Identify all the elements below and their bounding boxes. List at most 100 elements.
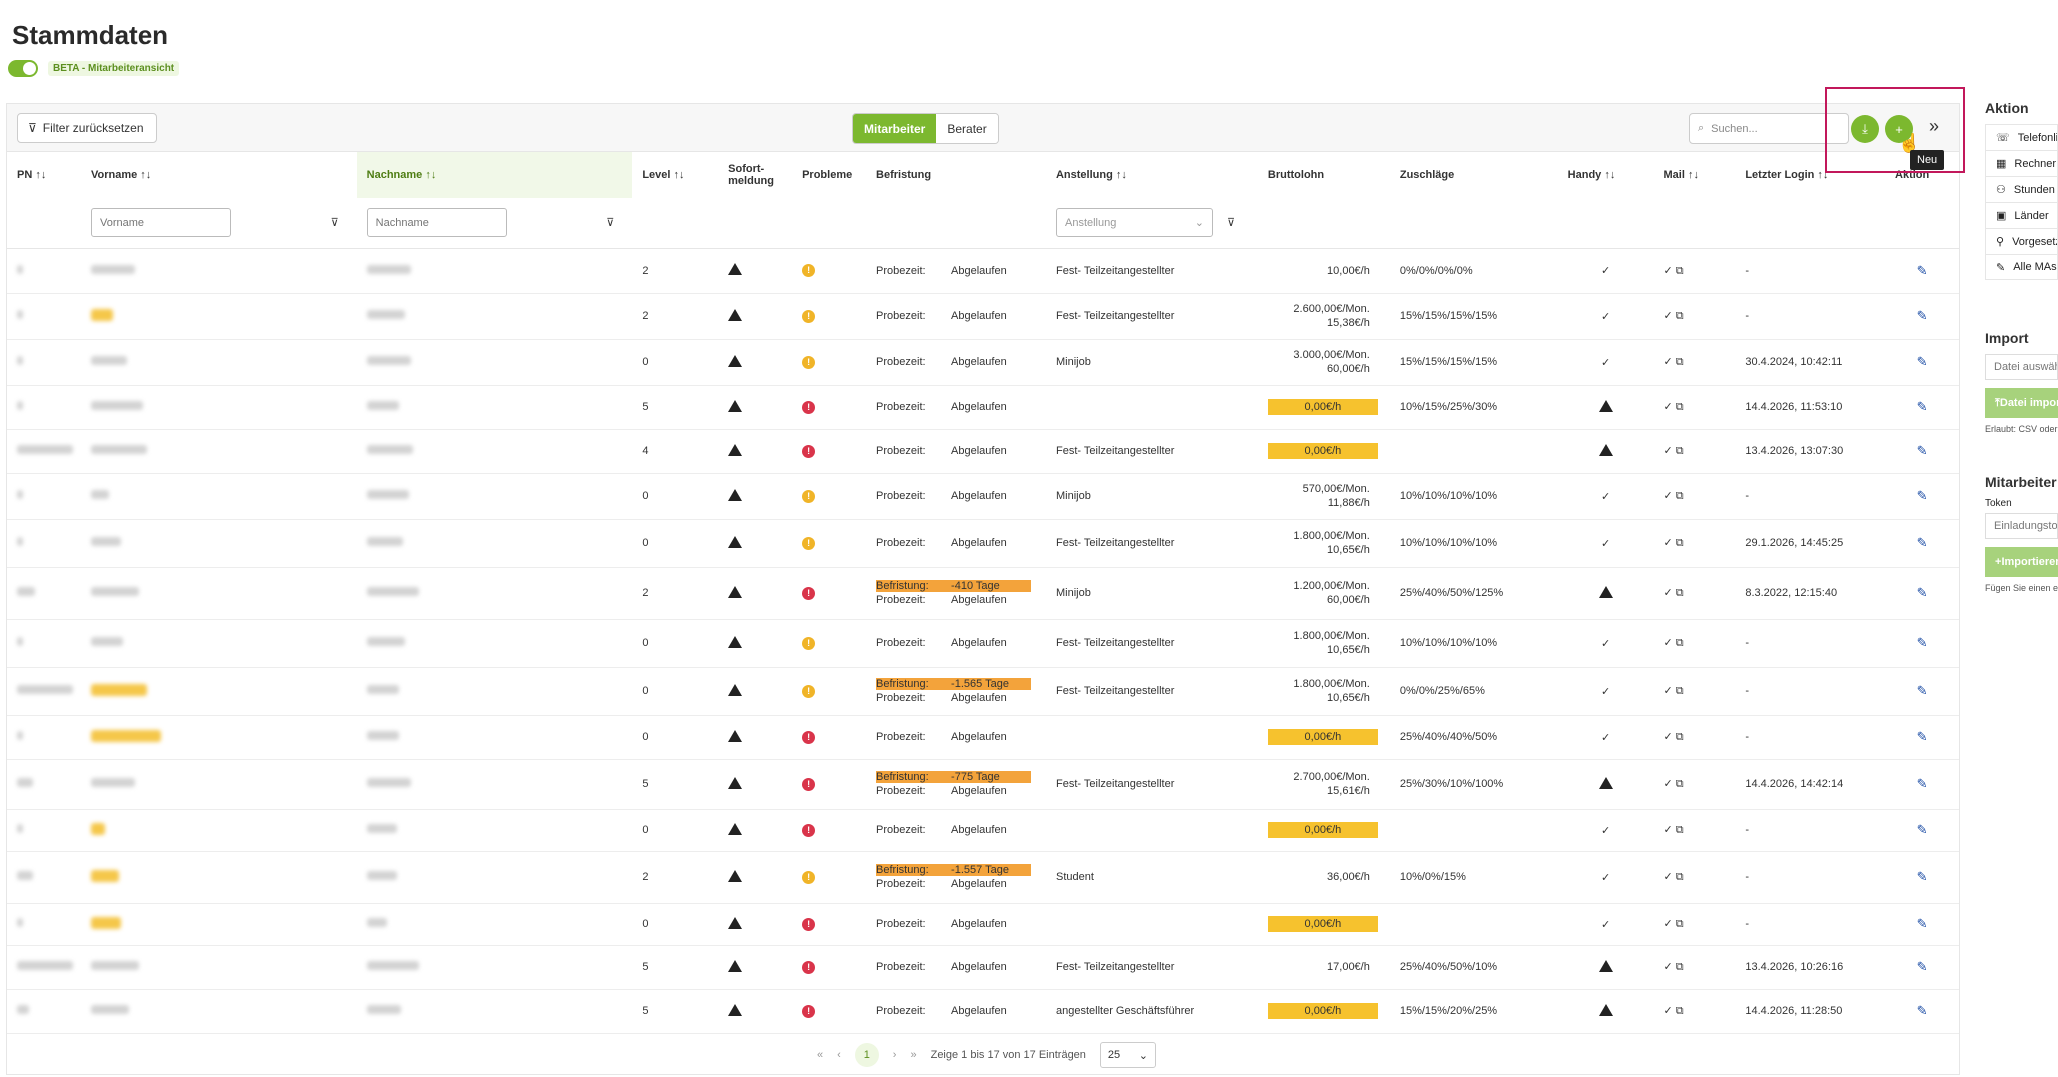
- copy-icon[interactable]: ⧉: [1675, 445, 1684, 457]
- copy-icon[interactable]: ⧉: [1675, 490, 1684, 502]
- table-row[interactable]: 2! Probezeit: Abgelaufen Fest- Teilzeitange…: [7, 248, 1959, 294]
- table-row[interactable]: 0! Probezeit: Abgelaufen Fest- Teilzeitange…: [7, 619, 1959, 668]
- beta-toggle[interactable]: [8, 60, 38, 77]
- tab-berater[interactable]: Berater: [936, 114, 998, 143]
- filter-vorname-input[interactable]: [90, 208, 231, 238]
- copy-icon[interactable]: ⧉: [1675, 537, 1684, 549]
- double-chevron-right-icon[interactable]: »: [1929, 116, 1940, 136]
- edit-icon[interactable]: ✎: [1916, 822, 1928, 837]
- cell-aktion[interactable]: ✎: [1885, 473, 1959, 520]
- cell-aktion[interactable]: ✎: [1885, 519, 1959, 568]
- table-row[interactable]: 0! Befristung: -1.565 Tage Probezeit: Abgela…: [7, 667, 1959, 716]
- aktion-item[interactable]: ▦ Rechner: [1985, 150, 2058, 176]
- last-page-button[interactable]: »: [910, 1049, 917, 1061]
- table-row[interactable]: 0! Probezeit: Abgelaufen Minijob 570,00€/Mon…: [7, 473, 1959, 520]
- page-size-select[interactable]: 25 ⌄: [1099, 1042, 1156, 1068]
- col-nachname[interactable]: Nachname ↑↓: [356, 152, 633, 198]
- copy-icon[interactable]: ⧉: [1675, 310, 1684, 322]
- col-pn[interactable]: PN ↑↓: [17, 169, 47, 181]
- cell-aktion[interactable]: ✎: [1885, 667, 1959, 716]
- copy-icon[interactable]: ⧉: [1675, 1005, 1684, 1017]
- cell-aktion[interactable]: ✎: [1885, 567, 1959, 620]
- table-row[interactable]: 2! Befristung: -410 Tage Probezeit: Abgelauf…: [7, 567, 1959, 620]
- cell-aktion[interactable]: ✎: [1885, 759, 1959, 810]
- cell-aktion[interactable]: ✎: [1885, 989, 1959, 1034]
- cell-aktion[interactable]: ✎: [1885, 945, 1959, 990]
- aktion-item[interactable]: ✎ Alle MAs: [1985, 254, 2058, 280]
- copy-icon[interactable]: ⧉: [1675, 918, 1684, 930]
- filter-anstellung-select[interactable]: Anstellung ⌄: [1055, 208, 1213, 238]
- edit-icon[interactable]: ✎: [1916, 535, 1928, 550]
- col-login[interactable]: Letzter Login ↑↓: [1745, 169, 1829, 181]
- copy-icon[interactable]: ⧉: [1675, 731, 1684, 743]
- import-button[interactable]: ⤒ Datei importieren: [1985, 388, 2058, 418]
- col-level[interactable]: Level ↑↓: [642, 169, 685, 181]
- copy-icon[interactable]: ⧉: [1675, 778, 1684, 790]
- edit-icon[interactable]: ✎: [1916, 308, 1928, 323]
- new-button[interactable]: +: [1885, 115, 1913, 143]
- token-import-button[interactable]: + Importieren: [1985, 547, 2058, 577]
- table-row[interactable]: 5! Probezeit: Abgelaufen 0,00€/h 10%/15%/25%…: [7, 385, 1959, 430]
- filter-reset-button[interactable]: ⊽ Filter zurücksetzen: [17, 113, 157, 143]
- edit-icon[interactable]: ✎: [1916, 262, 1928, 278]
- cell-aktion[interactable]: ✎: [1885, 293, 1959, 340]
- edit-icon[interactable]: ✎: [1916, 959, 1928, 974]
- cell-aktion[interactable]: ✎: [1885, 715, 1959, 760]
- cell-aktion[interactable]: ✎: [1885, 619, 1959, 668]
- search-input[interactable]: ⌕ Suchen...: [1689, 113, 1849, 144]
- copy-icon[interactable]: ⧉: [1675, 587, 1684, 599]
- edit-icon[interactable]: ✎: [1916, 488, 1928, 503]
- edit-icon[interactable]: ✎: [1916, 354, 1928, 369]
- table-row[interactable]: 5! Probezeit: Abgelaufen Fest- Teilzeitange…: [7, 945, 1959, 990]
- first-page-button[interactable]: «: [817, 1049, 824, 1061]
- download-button[interactable]: ⤓: [1851, 115, 1879, 143]
- table-row[interactable]: 5! Befristung: -775 Tage Probezeit: Abgelauf…: [7, 759, 1959, 810]
- table-row[interactable]: 0! Probezeit: Abgelaufen Fest- Teilzeitange…: [7, 519, 1959, 568]
- edit-icon[interactable]: ✎: [1916, 1003, 1928, 1018]
- cell-aktion[interactable]: ✎: [1885, 248, 1959, 294]
- edit-icon[interactable]: ✎: [1916, 683, 1928, 698]
- table-row[interactable]: 0! Probezeit: Abgelaufen Minijob 3.000,00€/M…: [7, 339, 1959, 386]
- table-row[interactable]: 4! Probezeit: Abgelaufen Fest- Teilzeitange…: [7, 429, 1959, 474]
- edit-icon[interactable]: ✎: [1916, 443, 1928, 458]
- cell-aktion[interactable]: ✎: [1885, 809, 1959, 852]
- prev-page-button[interactable]: ‹: [837, 1049, 841, 1061]
- import-file-input[interactable]: Datei auswählen: [1985, 354, 2058, 380]
- edit-icon[interactable]: ✎: [1916, 635, 1928, 650]
- copy-icon[interactable]: ⧉: [1675, 871, 1684, 883]
- cell-aktion[interactable]: ✎: [1885, 429, 1959, 474]
- edit-icon[interactable]: ✎: [1916, 776, 1928, 791]
- col-handy[interactable]: Handy ↑↓: [1567, 169, 1616, 181]
- edit-icon[interactable]: ✎: [1916, 916, 1928, 931]
- aktion-item[interactable]: ▣ Länder: [1985, 202, 2058, 228]
- edit-icon[interactable]: ✎: [1916, 729, 1928, 744]
- cell-aktion[interactable]: ✎: [1885, 851, 1959, 904]
- filter-icon[interactable]: ⊽: [606, 217, 615, 230]
- filter-icon[interactable]: ⊽: [1226, 217, 1236, 230]
- cell-aktion[interactable]: ✎: [1885, 385, 1959, 430]
- col-anstellung[interactable]: Anstellung ↑↓: [1055, 169, 1127, 181]
- copy-icon[interactable]: ⧉: [1675, 961, 1684, 973]
- copy-icon[interactable]: ⧉: [1675, 264, 1684, 277]
- copy-icon[interactable]: ⧉: [1675, 637, 1684, 649]
- cell-aktion[interactable]: ✎: [1885, 339, 1959, 386]
- next-page-button[interactable]: ›: [892, 1049, 897, 1061]
- token-input[interactable]: Einladungstoken: [1985, 513, 2058, 539]
- copy-icon[interactable]: ⧉: [1675, 356, 1684, 368]
- page-1-button[interactable]: 1: [854, 1043, 879, 1067]
- edit-icon[interactable]: ✎: [1916, 869, 1928, 884]
- aktion-item[interactable]: ☏Telefonliste: [1985, 124, 2058, 150]
- copy-icon[interactable]: ⧉: [1675, 824, 1684, 836]
- copy-icon[interactable]: ⧉: [1675, 685, 1684, 697]
- table-row[interactable]: 2! Probezeit: Abgelaufen Fest- Teilzeitange…: [7, 293, 1959, 340]
- tab-mitarbeiter[interactable]: Mitarbeiter: [853, 114, 937, 143]
- table-row[interactable]: 0! Probezeit: Abgelaufen 0,00€/h 25%/40%/40%…: [7, 715, 1959, 760]
- edit-icon[interactable]: ✎: [1916, 585, 1928, 600]
- table-row[interactable]: 5! Probezeit: Abgelaufen angestellter Gesch…: [7, 989, 1959, 1034]
- col-vorname[interactable]: Vorname ↑↓: [90, 169, 152, 181]
- filter-icon[interactable]: ⊽: [330, 217, 339, 230]
- table-row[interactable]: 0! Probezeit: Abgelaufen 0,00€/h ✓ ✓ ⧉ - ✎: [7, 903, 1959, 946]
- table-row[interactable]: 0! Probezeit: Abgelaufen 0,00€/h ✓ ✓ ⧉ - ✎: [7, 809, 1959, 852]
- filter-nachname-input[interactable]: [366, 208, 507, 238]
- col-mail[interactable]: Mail ↑↓: [1663, 169, 1699, 181]
